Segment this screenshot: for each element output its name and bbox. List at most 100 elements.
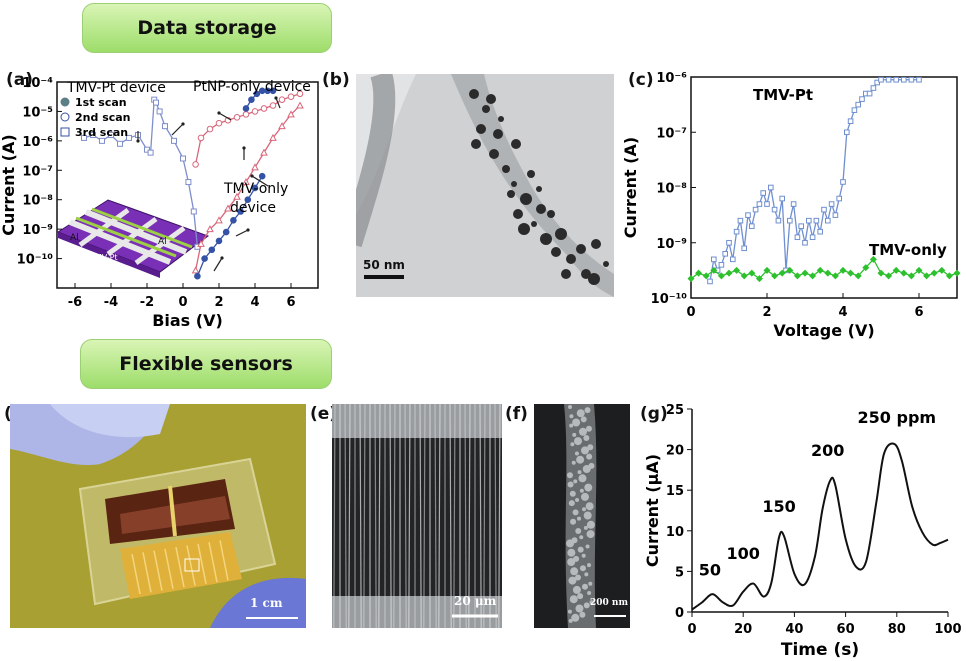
data-point xyxy=(711,256,717,263)
data-point xyxy=(730,256,736,263)
interdigitated-finger xyxy=(131,553,141,595)
data-point xyxy=(233,192,241,200)
data-point xyxy=(230,217,237,224)
interdigitated-finger xyxy=(208,541,218,583)
data-point xyxy=(251,108,259,115)
electrode-line xyxy=(348,404,351,628)
electrode-line xyxy=(494,404,497,628)
series-line xyxy=(196,175,263,277)
pt-nanoparticles xyxy=(469,89,609,285)
interdigitated-finger xyxy=(175,547,185,588)
data-point xyxy=(248,96,255,103)
nanoparticle-grain xyxy=(583,602,590,609)
electrode-line xyxy=(333,404,336,628)
arrow-head xyxy=(250,174,254,178)
nanoparticle-grain xyxy=(588,581,593,586)
data-point xyxy=(244,196,252,204)
nanoparticle-grain xyxy=(566,472,573,479)
data-point xyxy=(923,272,931,280)
nanoparticle-grain xyxy=(587,591,592,595)
inset-electrode xyxy=(134,225,186,266)
data-point xyxy=(171,137,177,144)
data-point xyxy=(718,262,725,268)
data-point xyxy=(824,269,832,277)
data-point xyxy=(278,96,286,103)
electrode-line xyxy=(434,404,437,628)
x-tick-label: 80 xyxy=(888,622,906,637)
inset-electrode xyxy=(106,216,158,257)
interdigitated-finger xyxy=(219,540,229,581)
data-point xyxy=(81,134,87,141)
nanoparticle-grain xyxy=(584,483,593,492)
legend-title: TMV-Pt device xyxy=(66,80,166,96)
sem-image-e: 20 μm xyxy=(332,404,502,628)
nanoparticle-grain xyxy=(579,535,584,540)
data-point xyxy=(242,178,250,186)
inset-label-al: Al xyxy=(70,233,79,243)
nanoparticle-grain xyxy=(574,437,582,446)
banner-label: Data storage xyxy=(137,17,277,39)
x-axis-label: Bias (V) xyxy=(152,311,223,330)
electrode-line xyxy=(464,404,467,628)
annotation-tmv-pt: TMV-Pt xyxy=(753,86,813,104)
nanoparticle-grain xyxy=(589,600,594,605)
x-tick-label: 40 xyxy=(785,622,803,637)
arrow-head xyxy=(220,256,224,260)
nanoparticle-grain xyxy=(573,479,578,484)
pt-nanoparticle xyxy=(469,89,479,99)
nanoparticle-grain xyxy=(583,511,592,520)
data-point xyxy=(90,131,96,138)
data-point xyxy=(809,272,817,280)
data-point xyxy=(885,76,892,83)
nanoparticle-grain xyxy=(583,435,590,441)
nanoparticle-grain xyxy=(581,583,588,590)
data-point xyxy=(215,237,223,245)
nanoparticle-grain xyxy=(575,498,580,502)
data-point xyxy=(269,133,277,141)
pt-nanoparticle xyxy=(540,233,552,245)
nanoparticle-grain xyxy=(584,572,589,577)
x-tick-label: -6 xyxy=(68,295,82,310)
pt-nanoparticle xyxy=(547,210,555,218)
pt-nanoparticle xyxy=(576,244,586,254)
x-tick-label: -4 xyxy=(104,295,118,310)
x-tick-label: 2 xyxy=(762,305,771,320)
pt-nanoparticle xyxy=(581,269,591,279)
y-axis-label: Current (A) xyxy=(0,134,18,235)
electrode-line xyxy=(479,404,482,628)
data-point xyxy=(768,184,774,191)
data-point xyxy=(726,239,732,246)
arrow-head xyxy=(181,122,185,126)
data-point xyxy=(825,217,831,224)
nanoparticle-grain xyxy=(577,470,582,475)
data-point xyxy=(855,101,861,108)
nanoparticle-grain xyxy=(568,618,573,623)
pt-nanoparticle xyxy=(498,116,504,122)
data-point xyxy=(893,76,899,83)
data-point xyxy=(117,140,123,147)
data-point xyxy=(287,93,295,101)
data-point xyxy=(269,102,277,109)
pt-nanoparticle xyxy=(591,239,601,249)
y-tick-label: 10⁻⁵ xyxy=(22,105,53,120)
y-tick-label: 0 xyxy=(675,606,684,621)
data-point xyxy=(755,275,763,283)
nanoparticle-grain xyxy=(569,423,574,428)
data-point xyxy=(752,206,759,213)
data-point xyxy=(190,208,197,215)
nanoparticle-grain xyxy=(572,418,581,427)
nanoparticle-grain xyxy=(568,576,577,585)
pt-nanoparticle xyxy=(566,254,576,264)
data-point xyxy=(108,131,114,138)
scalebar-label-b: 50 nm xyxy=(363,258,405,272)
annotation-tmv-only: TMV-only xyxy=(223,181,288,197)
nanoparticle-grain xyxy=(577,546,584,553)
arrow-head xyxy=(217,111,221,115)
data-point xyxy=(907,272,915,280)
inset-tmv-strip xyxy=(91,207,193,249)
legend-marker xyxy=(60,127,70,137)
nanoparticle-grain xyxy=(586,453,593,460)
data-point xyxy=(192,161,199,168)
data-point xyxy=(806,217,812,224)
data-point xyxy=(710,266,718,274)
